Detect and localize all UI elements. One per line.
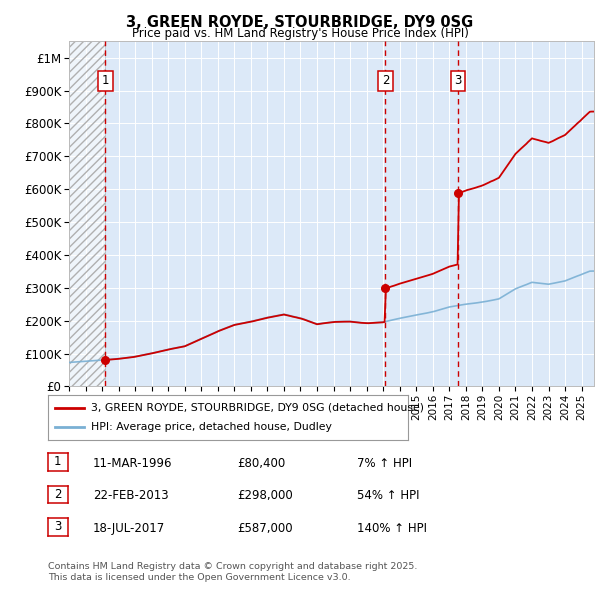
- Text: 1: 1: [54, 455, 62, 468]
- Text: Price paid vs. HM Land Registry's House Price Index (HPI): Price paid vs. HM Land Registry's House …: [131, 27, 469, 40]
- Text: 2: 2: [54, 488, 62, 501]
- Text: 140% ↑ HPI: 140% ↑ HPI: [357, 522, 427, 535]
- Bar: [69, 41, 105, 386]
- Text: 18-JUL-2017: 18-JUL-2017: [93, 522, 165, 535]
- Text: 2: 2: [382, 74, 389, 87]
- Text: 1: 1: [101, 74, 109, 87]
- Text: 3, GREEN ROYDE, STOURBRIDGE, DY9 0SG (detached house): 3, GREEN ROYDE, STOURBRIDGE, DY9 0SG (de…: [91, 403, 424, 412]
- Text: £80,400: £80,400: [237, 457, 285, 470]
- Text: £587,000: £587,000: [237, 522, 293, 535]
- Text: 3: 3: [455, 74, 462, 87]
- Text: 3: 3: [54, 520, 62, 533]
- Text: 11-MAR-1996: 11-MAR-1996: [93, 457, 173, 470]
- Text: This data is licensed under the Open Government Licence v3.0.: This data is licensed under the Open Gov…: [48, 572, 350, 582]
- Text: Contains HM Land Registry data © Crown copyright and database right 2025.: Contains HM Land Registry data © Crown c…: [48, 562, 418, 571]
- Text: 3, GREEN ROYDE, STOURBRIDGE, DY9 0SG: 3, GREEN ROYDE, STOURBRIDGE, DY9 0SG: [127, 15, 473, 30]
- Text: £298,000: £298,000: [237, 489, 293, 502]
- Text: HPI: Average price, detached house, Dudley: HPI: Average price, detached house, Dudl…: [91, 422, 332, 432]
- Text: 54% ↑ HPI: 54% ↑ HPI: [357, 489, 419, 502]
- Text: 22-FEB-2013: 22-FEB-2013: [93, 489, 169, 502]
- Bar: [69, 41, 105, 386]
- Text: 7% ↑ HPI: 7% ↑ HPI: [357, 457, 412, 470]
